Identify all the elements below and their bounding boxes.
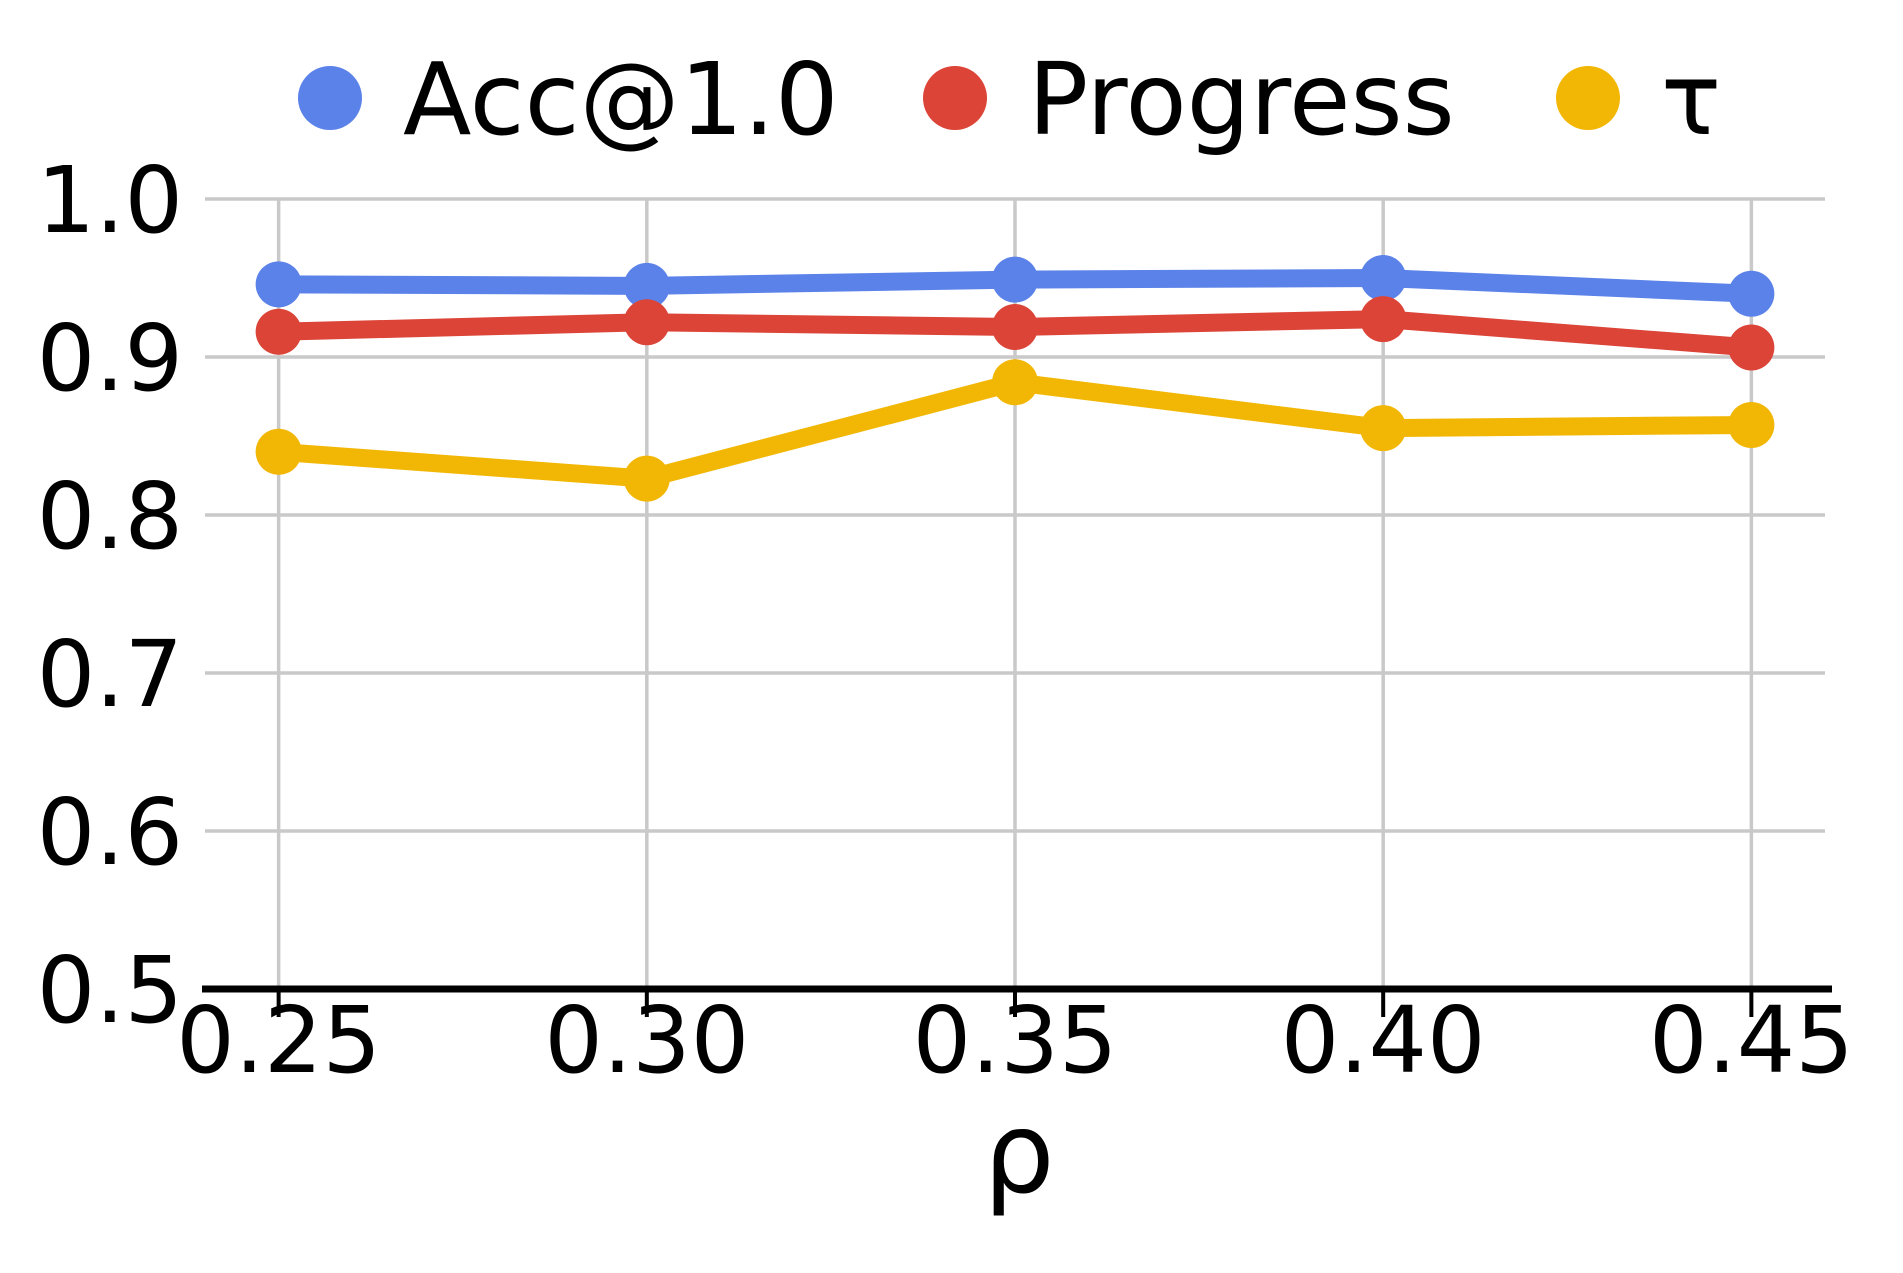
data-point-marker xyxy=(1360,255,1407,301)
data-point-marker xyxy=(1728,270,1775,317)
y-tick-label: 0.6 xyxy=(37,779,183,886)
tick-labels: 0.5 0.6 0.7 0.8 0.9 1.0 0.25 0.30 0.35 0.40 0.45 xyxy=(37,147,1854,1094)
legend-marker xyxy=(1556,66,1620,130)
data-point-marker xyxy=(992,256,1038,303)
data-point-marker xyxy=(992,359,1038,406)
x-axis-label: ρ xyxy=(983,1089,1054,1219)
legend-label: Acc@1.0 xyxy=(403,41,839,158)
xlabel-text: ρ xyxy=(983,1089,1054,1219)
data-point-marker xyxy=(623,299,670,346)
data-point-marker xyxy=(623,455,670,502)
data-point-marker xyxy=(255,261,302,308)
x-tick-label: 0.25 xyxy=(176,987,381,1094)
y-tick-label: 0.5 xyxy=(37,937,183,1044)
data-point-marker xyxy=(255,428,302,475)
legend-marker xyxy=(923,66,987,130)
y-tick-label: 0.8 xyxy=(37,463,183,570)
data-point-marker xyxy=(1360,296,1407,343)
y-tick-label: 1.0 xyxy=(37,147,183,254)
x-tick-label: 0.30 xyxy=(544,987,749,1094)
data-point-marker xyxy=(1360,405,1407,452)
data-point-marker xyxy=(623,262,670,309)
legend-item: τ xyxy=(1556,41,1721,158)
data-point-marker xyxy=(1728,401,1775,448)
data-point-marker xyxy=(1728,324,1775,371)
series-Progress xyxy=(255,296,1775,371)
series-Acc@1.0 xyxy=(255,255,1775,317)
y-tick-label: 0.7 xyxy=(37,621,183,728)
y-tick-label: 0.9 xyxy=(37,305,183,412)
data-point-marker xyxy=(255,308,302,355)
series-τ xyxy=(255,359,1775,502)
legend: Acc@1.0 Progress τ xyxy=(298,41,1721,158)
x-tick-label: 0.35 xyxy=(913,987,1118,1094)
legend-item: Acc@1.0 xyxy=(298,41,839,158)
legend-label: τ xyxy=(1661,41,1721,158)
data-series xyxy=(255,255,1775,502)
x-tick-label: 0.45 xyxy=(1649,987,1854,1094)
x-axis xyxy=(202,985,1832,1017)
legend-item: Progress xyxy=(923,41,1455,158)
legend-label: Progress xyxy=(1028,41,1455,158)
x-tick-label: 0.40 xyxy=(1281,987,1486,1094)
data-point-marker xyxy=(992,303,1038,350)
legend-marker xyxy=(298,66,362,130)
